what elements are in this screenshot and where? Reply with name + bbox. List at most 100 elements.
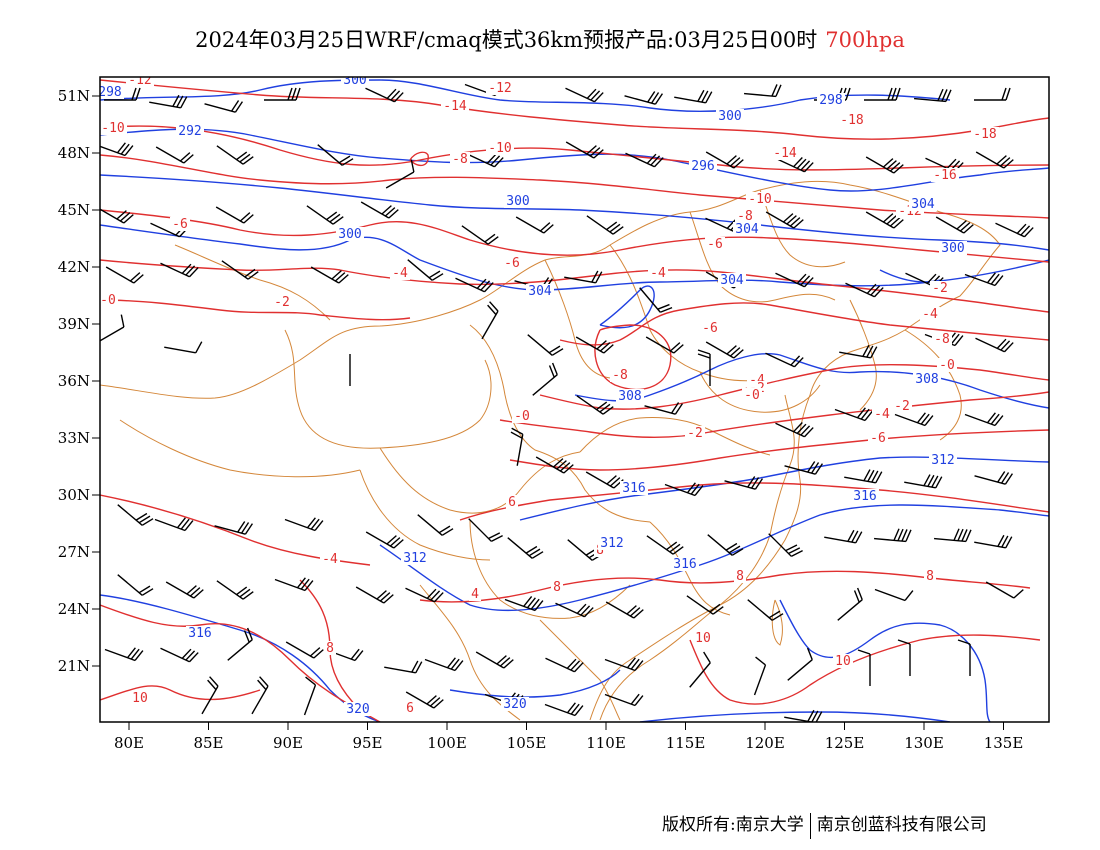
contour-label: 10: [835, 654, 851, 669]
contour-label: -8: [737, 209, 753, 224]
contour-label-bg: [872, 407, 892, 421]
contour-label-bg: [705, 237, 725, 251]
wind-barbs: [100, 82, 1034, 722]
contour-label-bg: [700, 321, 720, 335]
contour-label: 316: [188, 626, 211, 641]
wind-barb: [957, 639, 971, 676]
height-contour: [574, 353, 1049, 409]
contour-label-bg: [833, 654, 853, 668]
wind-barb: [646, 535, 684, 555]
wind-barb: [775, 272, 814, 288]
wind-barb: [216, 580, 254, 600]
temperature-contour: [539, 363, 1049, 410]
wind-barb: [117, 504, 154, 526]
wind-barb: [532, 362, 558, 396]
contour-label: 8: [736, 569, 744, 584]
temperature-contour: [100, 604, 381, 722]
contour-label: -6: [702, 321, 718, 336]
wind-barb: [100, 142, 134, 157]
contour-label-bg: [320, 552, 340, 566]
contour-label: -0: [514, 409, 530, 424]
wind-barb: [904, 474, 943, 489]
lat-tick-label: 21N: [58, 657, 90, 675]
wind-barb: [705, 341, 744, 359]
wind-barb: [686, 595, 724, 615]
contour-label: -4: [392, 266, 408, 281]
contour-label-bg: [100, 293, 118, 307]
wind-barb: [775, 422, 814, 438]
wind-barb: [897, 639, 911, 676]
contour-label-bg: [620, 481, 648, 495]
contour-label: 312: [600, 536, 623, 551]
wind-barb: [705, 151, 744, 169]
wind-barb: [306, 205, 344, 225]
wind-barb: [216, 145, 254, 165]
contour-label-bg: [838, 113, 866, 127]
contour-label: -0: [100, 293, 116, 308]
contour-label-bg: [924, 569, 936, 583]
height-contour: [449, 669, 621, 698]
contour-label: 308: [915, 372, 938, 387]
wind-barb: [857, 649, 871, 686]
title-text: 2024年03月25日WRF/cmaq模式36km预报产品:03月25日00时: [195, 28, 818, 52]
wind-barb: [707, 534, 744, 556]
wind-barb: [481, 301, 499, 340]
wind-barb: [775, 157, 814, 173]
contour-label-bg: [909, 197, 937, 211]
contour-label: 10: [132, 691, 148, 706]
lon-tick-label: 135E: [984, 734, 1024, 752]
contour-label: -0: [744, 388, 760, 403]
contour-label-bg: [341, 77, 369, 87]
copyright-right: 南京创蓝科技有限公司: [816, 815, 987, 835]
temperature-contour: [509, 429, 1049, 471]
contour-label: -4: [322, 552, 338, 567]
height-contour: [779, 599, 991, 722]
lon-tick-label: 120E: [745, 734, 785, 752]
wind-barb: [824, 529, 863, 544]
contour-label-bg: [401, 551, 429, 565]
wind-barb: [105, 266, 144, 284]
contour-label: 300: [343, 73, 366, 88]
wind-barb: [155, 146, 194, 164]
contour-label-bg: [920, 307, 940, 321]
wind-barb: [515, 216, 554, 234]
contour-label-bg: [716, 109, 744, 123]
wind-barb: [365, 87, 404, 103]
province-line: [689, 211, 836, 303]
wind-barb: [604, 693, 644, 707]
wind-barb: [975, 337, 1014, 353]
temperature-contour: [559, 302, 1049, 346]
wind-barb: [535, 456, 574, 474]
lat-tick-label: 48N: [58, 144, 90, 162]
lon-tick-label: 105E: [507, 734, 547, 752]
wind-barb: [625, 152, 664, 168]
lat-tick-label: 27N: [58, 543, 90, 561]
wind-barb: [285, 641, 324, 659]
contour-label-bg: [186, 626, 214, 640]
contour-label-bg: [441, 99, 469, 113]
wind-barb: [985, 581, 1024, 599]
taiwan-line: [771, 599, 783, 646]
contour-label-bg: [551, 580, 563, 594]
wind-barb: [149, 94, 188, 109]
contour-label: -14: [773, 146, 797, 161]
wind-barb: [201, 676, 219, 715]
contour-label-bg: [937, 358, 957, 372]
temperature-labels: -12-14-12-10-8-10 -14-18-18-16-8-10-12-6-…: [100, 77, 999, 716]
wind-barb: [365, 531, 404, 549]
height-contour: [379, 504, 1049, 612]
copyright-separator: [809, 812, 811, 839]
contour-label: 312: [403, 551, 426, 566]
wind-barb: [753, 656, 767, 696]
wind-barb: [576, 395, 614, 415]
wind-barb: [974, 534, 1013, 549]
contour-label-bg: [100, 85, 124, 99]
wind-barb: [689, 651, 711, 688]
contour-label: 304: [735, 222, 759, 237]
temperature-contour: [594, 324, 672, 391]
contour-label-bg: [913, 372, 941, 386]
contour-label-bg: [733, 222, 761, 236]
lat-tick-label: 24N: [58, 600, 90, 618]
wind-barb: [639, 287, 673, 313]
contour-label: -6: [707, 237, 723, 252]
